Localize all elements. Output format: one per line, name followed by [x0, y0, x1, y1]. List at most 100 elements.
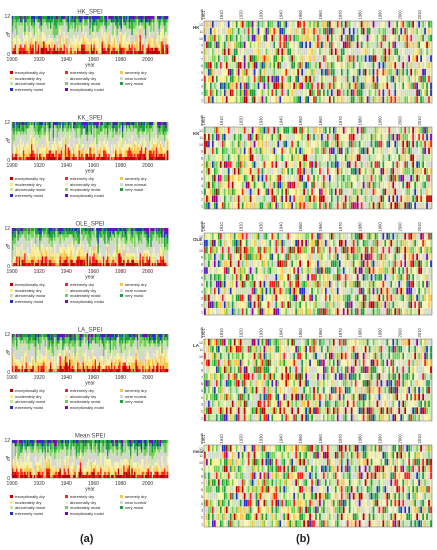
area-segment: [33, 243, 36, 251]
area-segment: [86, 346, 89, 363]
legend-swatch: [65, 182, 68, 186]
area-segment: [147, 368, 150, 372]
heatmap-cell: [211, 61, 214, 69]
area-segment: [70, 455, 73, 459]
area-segment: [86, 440, 89, 444]
area-segment: [166, 250, 169, 257]
area-segment: [37, 259, 40, 263]
area-segment: [44, 35, 47, 42]
area-segment: [97, 259, 100, 263]
legend-item: severely dry: [120, 388, 175, 394]
area-segment: [131, 440, 134, 447]
heatmap-cell: [203, 34, 207, 42]
y-axis-label: n: [6, 455, 9, 461]
area-segment: [121, 446, 124, 453]
area-segment: [106, 247, 109, 257]
area-segment: [149, 153, 151, 160]
area-segment: [79, 16, 82, 23]
heatmap-cell: [312, 82, 316, 90]
area-segment: [155, 41, 158, 45]
area-segment: [47, 134, 50, 148]
area-segment: [49, 128, 52, 135]
heatmap-cell: [283, 20, 286, 28]
area-segment: [52, 234, 55, 238]
area-segment: [105, 459, 108, 463]
area-segment: [52, 228, 55, 235]
area-segment: [140, 122, 143, 126]
area-segment: [29, 234, 32, 241]
heatmap-cell: [303, 41, 306, 49]
area-segment: [153, 340, 155, 344]
area-segment: [16, 22, 18, 35]
area-segment: [97, 47, 100, 54]
area-segment: [89, 334, 92, 338]
area-segment: [63, 44, 66, 51]
area-segment: [159, 128, 162, 135]
heatmap-cell: [253, 68, 256, 76]
area-segment: [117, 440, 120, 444]
area-segment: [112, 474, 115, 478]
area-segment: [123, 128, 125, 141]
area-segment: [108, 449, 111, 453]
area-segment: [79, 452, 82, 459]
area-segment: [113, 250, 116, 257]
area-segment: [18, 443, 21, 447]
area-segment: [17, 22, 20, 26]
area-segment: [101, 337, 104, 341]
area-segment: [51, 262, 54, 266]
area-segment: [149, 50, 151, 54]
area-segment: [78, 368, 81, 372]
area-segment: [49, 340, 52, 344]
area-segment: [128, 452, 131, 459]
area-segment: [117, 334, 120, 338]
area-segment: [62, 334, 64, 341]
area-segment: [74, 337, 77, 341]
area-segment: [113, 340, 116, 347]
area-segment: [140, 459, 143, 466]
area-segment: [123, 231, 125, 238]
area-segment: [25, 134, 28, 141]
heatmap-cell: [243, 61, 246, 69]
area-segment: [13, 337, 16, 347]
heatmap-cell: [223, 82, 226, 90]
area-segment: [54, 122, 56, 126]
area-segment: [73, 368, 75, 372]
area-segment: [86, 365, 89, 369]
heatmap-cell: [211, 82, 214, 90]
x-tick-label: 1900: [6, 57, 17, 63]
area-segment: [132, 256, 135, 260]
area-segment: [89, 368, 92, 372]
area-segment: [104, 247, 106, 260]
heatmap-cell: [245, 96, 248, 104]
heatmap-cell: [320, 68, 324, 76]
heatmap-cell: [231, 68, 234, 76]
area-segment: [17, 365, 20, 369]
area-segment: [101, 465, 104, 469]
area-segment: [135, 346, 138, 350]
heatmap-cell: [277, 96, 280, 104]
area-segment: [102, 446, 105, 453]
legend-swatch: [10, 71, 13, 75]
area-segment: [25, 262, 28, 266]
heatmap-cell: [314, 48, 318, 56]
heatmap-cell: [318, 96, 322, 104]
area-segment: [89, 474, 92, 478]
area-segment: [153, 356, 155, 363]
area-segment: [100, 122, 102, 126]
area-segment: [161, 41, 163, 54]
area-segment: [83, 156, 86, 160]
area-segment: [119, 247, 121, 251]
heatmap-cell: [221, 41, 224, 49]
area-segment: [49, 150, 52, 157]
heatmap-cell: [267, 61, 270, 69]
area-segment: [109, 474, 112, 478]
area-segment: [161, 334, 163, 338]
area-segment: [143, 337, 146, 341]
heatmap-cell: [203, 68, 207, 76]
area-segment: [60, 368, 63, 372]
area-segment: [123, 362, 125, 366]
area-segment: [151, 340, 154, 350]
area-segment: [101, 156, 104, 160]
area-segment: [48, 449, 51, 456]
area-segment: [153, 125, 155, 138]
